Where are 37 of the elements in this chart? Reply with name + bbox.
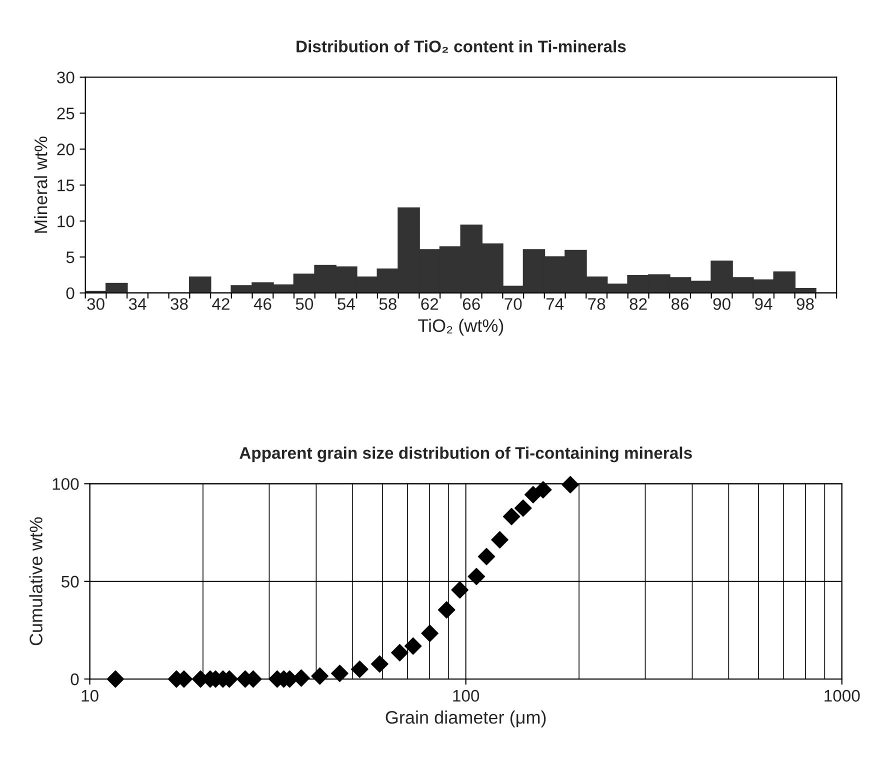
y-tick-label: 5 <box>66 252 74 264</box>
x-tick-label: 46 <box>254 298 272 310</box>
y-tick-label: 25 <box>57 108 74 120</box>
x-tick-label: 66 <box>462 298 480 310</box>
x-tick-label: 58 <box>379 298 396 310</box>
x-tick-label: 82 <box>630 298 647 310</box>
x-axis-title: TiO₂ (wt%) <box>418 318 504 336</box>
x-tick-label: 98 <box>796 298 814 310</box>
x-tick-label: 62 <box>421 298 438 310</box>
x-tick-label: 70 <box>504 298 522 310</box>
y-axis-title: Mineral wt% <box>34 136 48 233</box>
y-tick-label: 50 <box>62 576 79 588</box>
x-tick-label: 50 <box>296 298 314 310</box>
y-tick-label: 0 <box>70 673 79 686</box>
x-tick-label: 94 <box>755 298 772 310</box>
y-tick-label: 15 <box>58 180 74 192</box>
x-axis-title: Grain diameter (μm) <box>386 710 546 728</box>
x-tick-label: 90 <box>713 298 730 310</box>
x-tick-label: 86 <box>672 298 689 310</box>
x-tick-label: 54 <box>338 298 355 310</box>
y-axis-title: Cumulative wt% <box>29 517 42 646</box>
y-tick-label: 20 <box>57 144 74 156</box>
x-tick-label: 100 <box>453 690 480 702</box>
y-tick-label: 30 <box>57 72 74 84</box>
chart-title: Distribution of TiO₂ content in Ti-minerals <box>296 40 626 53</box>
x-tick-label: 34 <box>128 298 146 310</box>
x-tick-label: 38 <box>170 298 188 310</box>
y-tick-label: 0 <box>66 287 74 300</box>
x-tick-label: 10 <box>82 690 98 702</box>
x-tick-label: 1000 <box>824 690 860 702</box>
chart-title: Apparent grain size distribution of Ti-containing minerals <box>240 446 692 462</box>
x-tick-label: 30 <box>87 298 104 310</box>
y-tick-label: 100 <box>52 478 79 490</box>
x-tick-label: 74 <box>546 298 564 310</box>
x-tick-label: 78 <box>588 298 606 310</box>
x-tick-label: 42 <box>212 298 230 310</box>
y-tick-label: 10 <box>58 215 74 228</box>
